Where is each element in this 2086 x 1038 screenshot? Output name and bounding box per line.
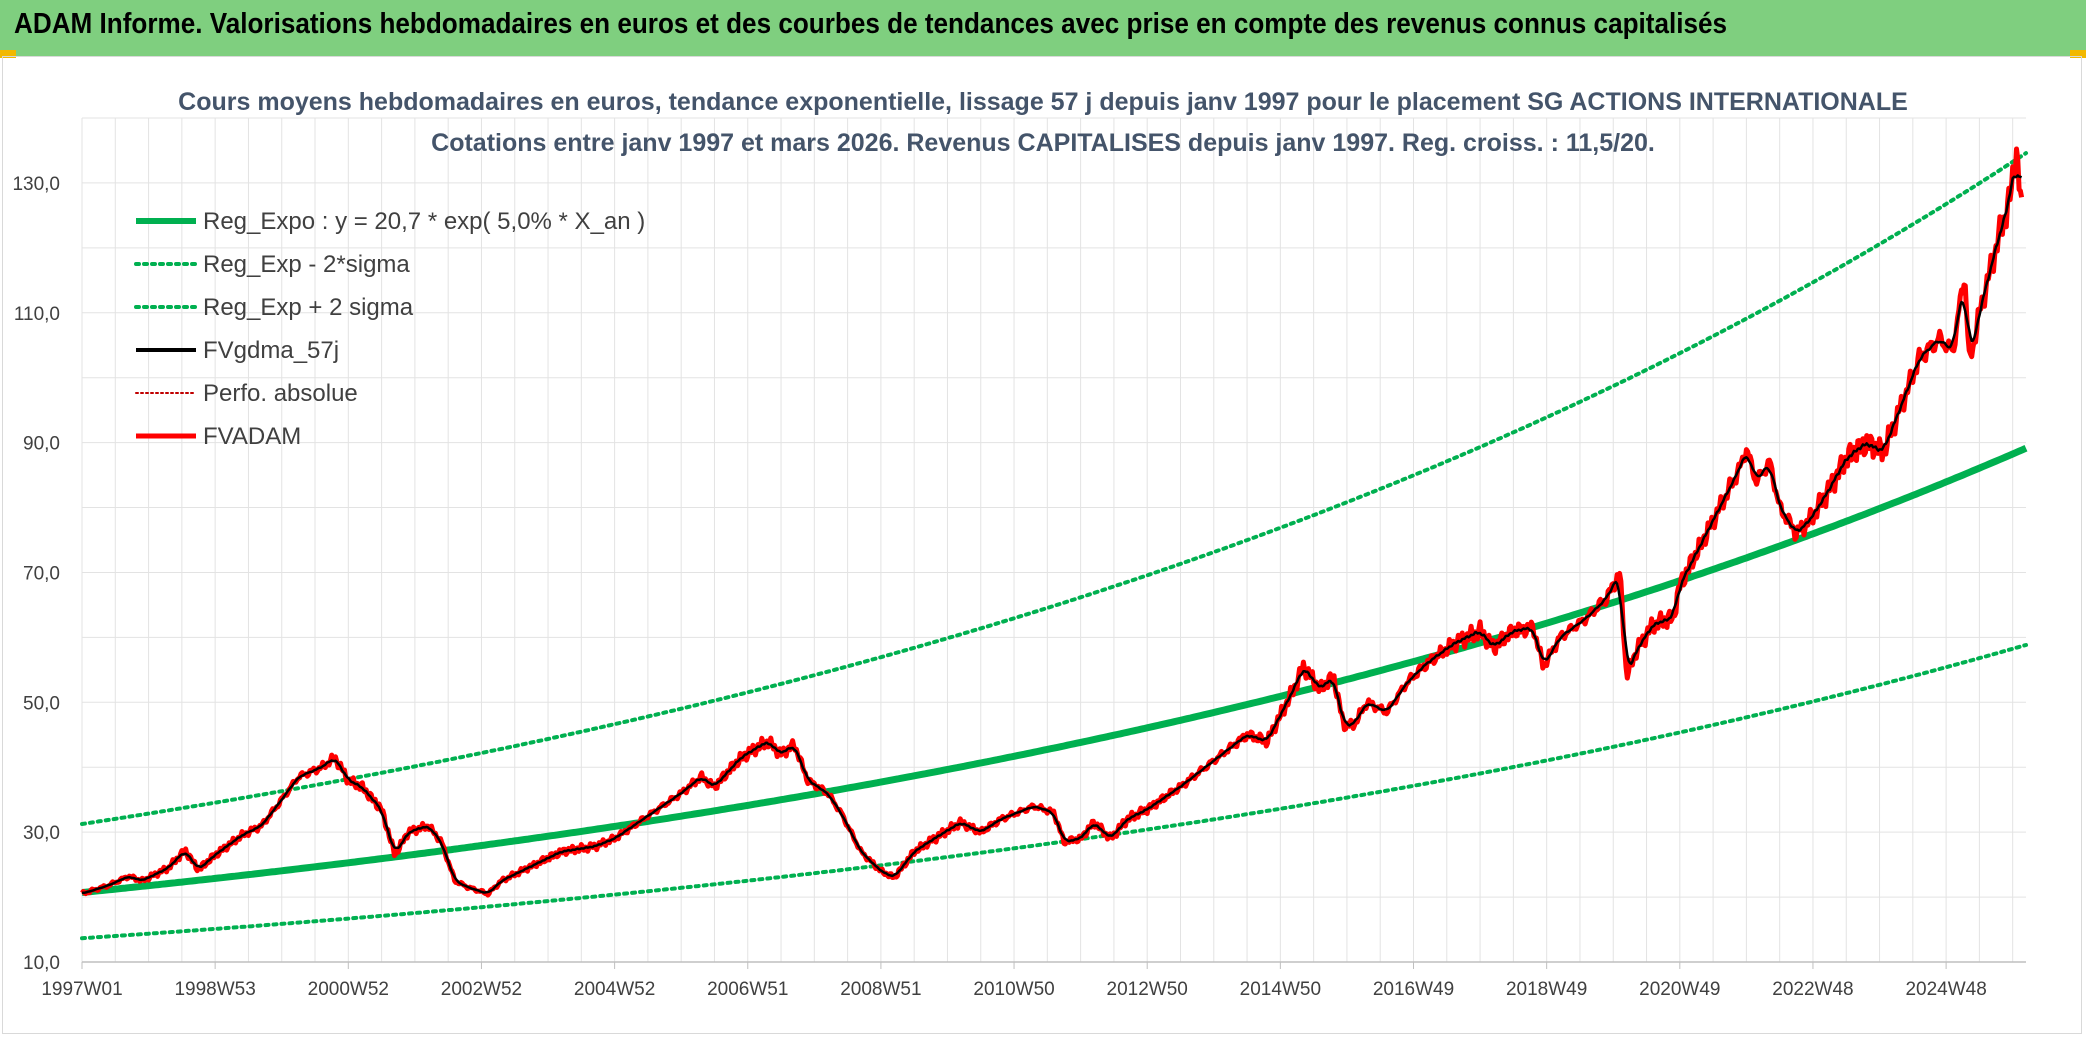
x-tick-label: 2004W52 bbox=[574, 979, 655, 1000]
x-tick-label: 2016W49 bbox=[1373, 979, 1454, 1000]
legend-label: FVgdma_57j bbox=[203, 337, 339, 364]
x-tick-label: 2006W51 bbox=[707, 979, 788, 1000]
y-tick-label: 70,0 bbox=[23, 563, 60, 584]
legend-label: Perfo. absolue bbox=[203, 380, 358, 407]
chart-title-line-2: Cotations entre janv 1997 et mars 2026. … bbox=[431, 129, 1655, 157]
series-reg-exp-plus-2sigma bbox=[80, 151, 2028, 826]
x-tick-label: 2018W49 bbox=[1506, 979, 1587, 1000]
grid bbox=[81, 117, 2026, 963]
y-tick-label: 10,0 bbox=[23, 953, 60, 974]
series-reg-exp-minus-2sigma bbox=[80, 643, 2028, 941]
series bbox=[80, 146, 2028, 941]
corner-accent-right bbox=[2070, 50, 2086, 58]
axes: 10,0 30,0 50,0 70,0 90,0 110,0 130,0 1997W01 199… bbox=[12, 174, 2026, 1000]
legend-label: Reg_Exp + 2 sigma bbox=[203, 294, 414, 321]
x-tick-label: 2002W52 bbox=[441, 979, 522, 1000]
y-tick-label: 50,0 bbox=[23, 693, 60, 714]
x-tick-label: 1997W01 bbox=[41, 979, 122, 1000]
legend-label: Reg_Exp - 2*sigma bbox=[203, 251, 410, 278]
y-tick-label: 110,0 bbox=[14, 304, 60, 325]
x-tick-label: 2022W48 bbox=[1772, 979, 1853, 1000]
x-tick-label: 2000W52 bbox=[308, 979, 389, 1000]
x-tick-label: 2014W50 bbox=[1240, 979, 1321, 1000]
legend: Reg_Expo : y = 20,7 * exp( 5,0% * X_an )… bbox=[134, 208, 645, 450]
legend-label: Reg_Expo : y = 20,7 * exp( 5,0% * X_an ) bbox=[203, 208, 645, 235]
series-fvgdma-57j bbox=[82, 174, 2023, 894]
header-bar: ADAM Informe. Valorisations hebdomadaire… bbox=[0, 0, 2086, 56]
corner-accent-left bbox=[0, 50, 16, 58]
x-tick-label: 2020W49 bbox=[1639, 979, 1720, 1000]
legend-label: FVADAM bbox=[203, 423, 301, 450]
y-tick-label: 130,0 bbox=[12, 174, 60, 195]
x-tick-label: 2012W50 bbox=[1107, 979, 1188, 1000]
x-tick-label: 2010W50 bbox=[973, 979, 1054, 1000]
x-tick-label: 1998W53 bbox=[174, 979, 255, 1000]
y-tick-label: 30,0 bbox=[23, 823, 60, 844]
chart-frame bbox=[2, 56, 2082, 1034]
x-tick-label: 2024W48 bbox=[1905, 979, 1986, 1000]
series-reg-expo bbox=[81, 445, 2028, 896]
x-tick-label: 2008W51 bbox=[840, 979, 921, 1000]
page-title: ADAM Informe. Valorisations hebdomadaire… bbox=[14, 8, 1728, 40]
y-tick-label: 90,0 bbox=[23, 434, 60, 455]
chart-title-line-1: Cours moyens hebdomadaires en euros, ten… bbox=[178, 88, 1908, 116]
